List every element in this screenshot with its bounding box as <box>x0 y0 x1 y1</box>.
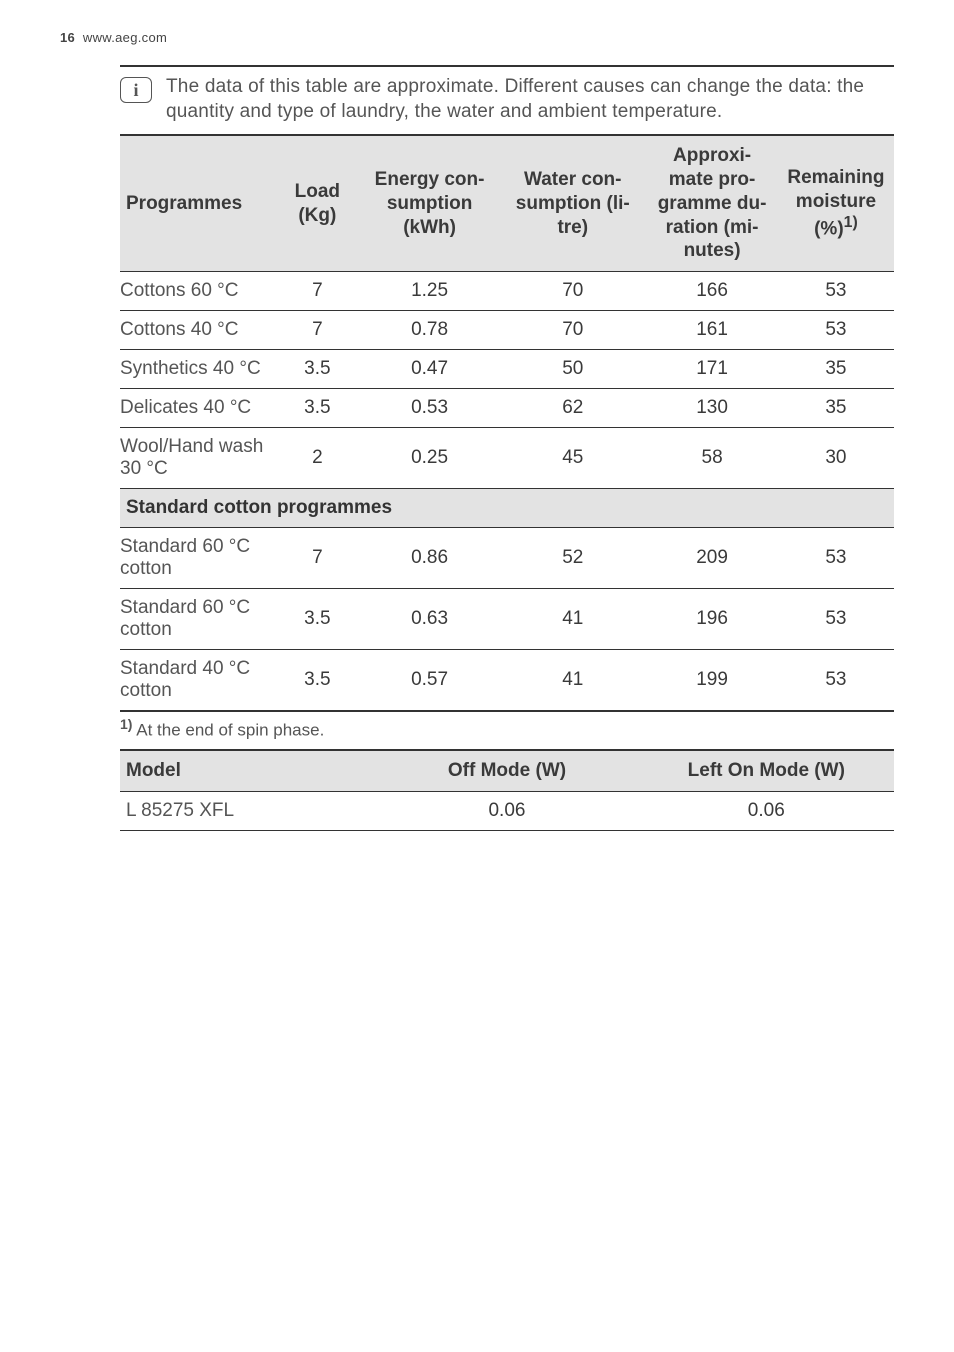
programmes-table: Programmes Load (Kg) Energy con- sumptio… <box>120 134 894 710</box>
table-cell: 52 <box>499 528 646 589</box>
table-row: Standard 60 °C cotton3.50.634119653 <box>120 589 894 650</box>
table-cell: 0.25 <box>360 428 499 489</box>
table-cell: 7 <box>275 528 360 589</box>
col-water: Water con- sumption (li- tre) <box>499 135 646 271</box>
table-cell: 58 <box>646 428 778 489</box>
table-cell: 53 <box>778 272 894 311</box>
info-note-text: The data of this table are approximate. … <box>166 75 894 124</box>
table-cell: 7 <box>275 272 360 311</box>
table-cell: 41 <box>499 650 646 711</box>
info-icon: i <box>120 77 152 103</box>
col-model: Model <box>120 750 375 791</box>
table-header-row: Model Off Mode (W) Left On Mode (W) <box>120 750 894 791</box>
table-cell: 0.06 <box>375 791 638 830</box>
table-cell: 53 <box>778 650 894 711</box>
table-cell: 35 <box>778 389 894 428</box>
table-cell: 41 <box>499 589 646 650</box>
col-left-on-mode: Left On Mode (W) <box>639 750 894 791</box>
table-cell: Cottons 60 °C <box>120 272 275 311</box>
table-cell: 7 <box>275 311 360 350</box>
page-url: www.aeg.com <box>83 30 167 45</box>
table-cell: 171 <box>646 350 778 389</box>
section-header-cell: Standard cotton programmes <box>120 489 894 528</box>
table-cell: 0.63 <box>360 589 499 650</box>
table-cell: 0.78 <box>360 311 499 350</box>
table-cell: 0.86 <box>360 528 499 589</box>
table-cell: 166 <box>646 272 778 311</box>
table-cell: 45 <box>499 428 646 489</box>
col-off-mode: Off Mode (W) <box>375 750 638 791</box>
table-cell: Standard 40 °C cotton <box>120 650 275 711</box>
table-row: Standard 60 °C cotton70.865220953 <box>120 528 894 589</box>
table-cell: L 85275 XFL <box>120 791 375 830</box>
table-footnote: 1) At the end of spin phase. <box>120 710 894 741</box>
table-cell: 53 <box>778 528 894 589</box>
table-cell: 70 <box>499 272 646 311</box>
page-number: 16 <box>60 30 75 45</box>
page-header: 16 www.aeg.com <box>60 30 894 45</box>
footnote-marker: 1) <box>120 716 132 732</box>
table-row: Delicates 40 °C3.50.536213035 <box>120 389 894 428</box>
table-cell: 0.57 <box>360 650 499 711</box>
table-header-row: Programmes Load (Kg) Energy con- sumptio… <box>120 135 894 271</box>
table-row: Standard 40 °C cotton3.50.574119953 <box>120 650 894 711</box>
col-load: Load (Kg) <box>275 135 360 271</box>
table-cell: 53 <box>778 311 894 350</box>
table-cell: 53 <box>778 589 894 650</box>
col-moisture: Remaining moisture (%)1) <box>778 135 894 271</box>
info-note: i The data of this table are approximate… <box>120 65 894 134</box>
table-cell: 0.06 <box>639 791 894 830</box>
table-cell: 70 <box>499 311 646 350</box>
table-cell: Wool/Hand wash 30 °C <box>120 428 275 489</box>
table-cell: Synthetics 40 °C <box>120 350 275 389</box>
table-cell: 196 <box>646 589 778 650</box>
table-row: Cottons 40 °C70.787016153 <box>120 311 894 350</box>
table-cell: 1.25 <box>360 272 499 311</box>
table-row: L 85275 XFL0.060.06 <box>120 791 894 830</box>
table-row: Cottons 60 °C71.257016653 <box>120 272 894 311</box>
table-cell: 3.5 <box>275 589 360 650</box>
table-row: Synthetics 40 °C3.50.475017135 <box>120 350 894 389</box>
table-cell: 3.5 <box>275 350 360 389</box>
col-programmes: Programmes <box>120 135 275 271</box>
table-cell: 0.53 <box>360 389 499 428</box>
col-duration: Approxi- mate pro- gramme du- ration (mi… <box>646 135 778 271</box>
table-cell: 130 <box>646 389 778 428</box>
col-energy: Energy con- sumption (kWh) <box>360 135 499 271</box>
section-header-row: Standard cotton programmes <box>120 489 894 528</box>
table-cell: 35 <box>778 350 894 389</box>
mode-table: Model Off Mode (W) Left On Mode (W) L 85… <box>120 749 894 831</box>
table-cell: 30 <box>778 428 894 489</box>
table-cell: Standard 60 °C cotton <box>120 528 275 589</box>
table-cell: 2 <box>275 428 360 489</box>
table-cell: 3.5 <box>275 389 360 428</box>
table-cell: Cottons 40 °C <box>120 311 275 350</box>
table-cell: 3.5 <box>275 650 360 711</box>
table-cell: 50 <box>499 350 646 389</box>
table-cell: Standard 60 °C cotton <box>120 589 275 650</box>
table-cell: 0.47 <box>360 350 499 389</box>
footnote-text: At the end of spin phase. <box>132 721 324 740</box>
table-cell: 62 <box>499 389 646 428</box>
table-cell: 209 <box>646 528 778 589</box>
table-cell: 199 <box>646 650 778 711</box>
table-row: Wool/Hand wash 30 °C20.25455830 <box>120 428 894 489</box>
table-cell: 161 <box>646 311 778 350</box>
table-cell: Delicates 40 °C <box>120 389 275 428</box>
